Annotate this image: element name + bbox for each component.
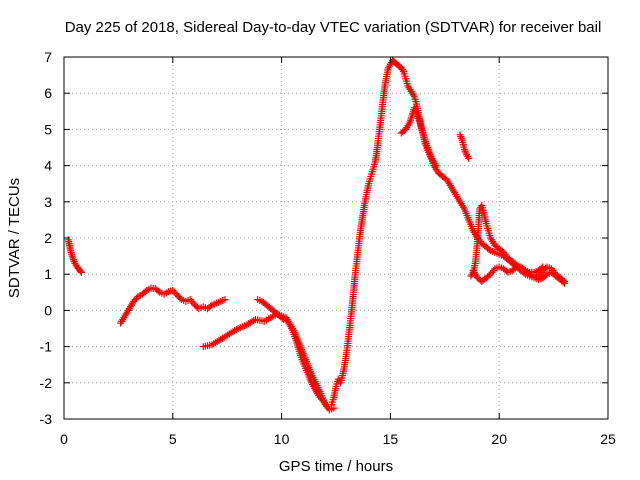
data-point xyxy=(465,154,473,162)
y-tick-label: 0 xyxy=(44,302,52,318)
x-tick-label: 15 xyxy=(383,431,399,447)
y-tick-label: 1 xyxy=(44,266,52,282)
data-point xyxy=(542,271,550,279)
data-point xyxy=(154,287,162,295)
series-seg4 xyxy=(254,296,331,410)
series-seg1 xyxy=(64,236,85,276)
data-point xyxy=(278,314,286,322)
x-axis-label: GPS time / hours xyxy=(279,458,393,475)
data-point xyxy=(133,294,141,302)
y-tick-label: 3 xyxy=(44,194,52,210)
data-markers xyxy=(64,57,568,414)
data-point xyxy=(457,134,465,142)
data-point xyxy=(221,296,229,304)
data-point xyxy=(524,269,532,277)
data-point xyxy=(76,267,84,275)
data-point xyxy=(432,162,440,170)
x-tick-label: 10 xyxy=(274,431,290,447)
series-seg7 xyxy=(456,131,473,162)
y-tick-label: 2 xyxy=(44,230,52,246)
y-axis-label: SDTVAR / TECUs xyxy=(6,178,23,298)
y-tick-label: 4 xyxy=(44,158,52,174)
x-tick-label: 25 xyxy=(600,431,616,447)
y-tick-label: 7 xyxy=(44,49,52,65)
series-seg5 xyxy=(328,57,568,409)
data-point xyxy=(323,402,331,410)
y-tick-label: -3 xyxy=(40,411,53,427)
data-point xyxy=(511,264,519,272)
series-seg3 xyxy=(199,310,338,414)
data-point xyxy=(485,245,493,253)
data-point xyxy=(330,404,338,412)
x-tick-label: 20 xyxy=(491,431,507,447)
y-tick-label: -1 xyxy=(40,339,53,355)
data-point xyxy=(176,294,184,302)
y-tick-label: 6 xyxy=(44,85,52,101)
tick-marks xyxy=(63,56,609,420)
x-tick-labels: 0 5 10 15 20 25 xyxy=(60,431,616,447)
series-seg2 xyxy=(117,284,229,327)
y-tick-labels: -3 -2 -1 0 1 2 3 4 5 6 7 xyxy=(40,49,53,427)
chart-title: Day 225 of 2018, Sidereal Day-to-day VTE… xyxy=(65,19,602,36)
data-point xyxy=(560,277,568,285)
data-point xyxy=(207,302,215,310)
series-seg6 xyxy=(397,104,440,170)
data-point xyxy=(77,268,85,276)
y-tick-label: 5 xyxy=(44,121,52,137)
x-tick-label: 5 xyxy=(169,431,177,447)
series-seg9 xyxy=(469,263,568,285)
x-tick-label: 0 xyxy=(60,431,68,447)
grid-lines xyxy=(64,57,608,419)
data-point xyxy=(559,276,567,284)
y-tick-label: -2 xyxy=(40,375,53,391)
data-point xyxy=(141,288,149,296)
